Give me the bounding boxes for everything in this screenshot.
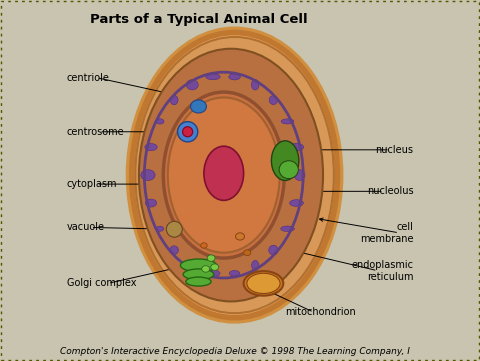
Text: endoplasmic
reticulum: endoplasmic reticulum (351, 260, 413, 282)
Ellipse shape (201, 243, 207, 248)
Text: Parts of a Typical Animal Cell: Parts of a Typical Animal Cell (90, 13, 308, 26)
Ellipse shape (145, 199, 156, 207)
Ellipse shape (289, 143, 304, 151)
Ellipse shape (139, 49, 323, 301)
Ellipse shape (207, 255, 215, 261)
Ellipse shape (183, 269, 214, 280)
Ellipse shape (244, 250, 251, 256)
Ellipse shape (186, 260, 199, 271)
Ellipse shape (204, 146, 244, 200)
Ellipse shape (156, 119, 164, 124)
Text: Golgi complex: Golgi complex (67, 278, 136, 288)
Ellipse shape (186, 277, 211, 286)
Ellipse shape (206, 270, 220, 277)
Text: nucleolus: nucleolus (367, 186, 413, 196)
Ellipse shape (145, 144, 157, 151)
Text: nucleus: nucleus (375, 145, 413, 155)
Ellipse shape (163, 92, 284, 258)
Ellipse shape (180, 259, 216, 271)
Text: cytoplasm: cytoplasm (67, 179, 117, 189)
Ellipse shape (141, 170, 155, 180)
Text: centrosome: centrosome (67, 127, 124, 137)
Ellipse shape (229, 74, 240, 80)
Text: centriole: centriole (67, 73, 109, 83)
Text: vacuole: vacuole (67, 222, 105, 232)
Ellipse shape (130, 31, 339, 319)
Ellipse shape (132, 32, 337, 318)
Ellipse shape (269, 245, 278, 255)
Ellipse shape (156, 226, 164, 231)
Text: Compton's Interactive Encyclopedia Deluxe © 1998 The Learning Company, I: Compton's Interactive Encyclopedia Delux… (60, 347, 409, 356)
Ellipse shape (206, 74, 220, 80)
Ellipse shape (167, 221, 182, 237)
Ellipse shape (294, 170, 305, 180)
Ellipse shape (252, 260, 259, 270)
Ellipse shape (135, 37, 334, 313)
Ellipse shape (281, 119, 294, 124)
Ellipse shape (186, 80, 198, 90)
Text: cell
membrane: cell membrane (360, 222, 413, 244)
Ellipse shape (170, 246, 179, 255)
Ellipse shape (289, 200, 303, 206)
Ellipse shape (269, 96, 277, 105)
Ellipse shape (252, 79, 259, 90)
Ellipse shape (211, 264, 219, 270)
Text: mitochondrion: mitochondrion (285, 307, 356, 317)
Ellipse shape (279, 161, 299, 179)
Ellipse shape (236, 233, 244, 240)
Ellipse shape (247, 273, 280, 293)
Ellipse shape (191, 100, 206, 113)
Ellipse shape (178, 122, 198, 142)
Ellipse shape (271, 141, 299, 180)
Ellipse shape (182, 127, 192, 137)
Ellipse shape (170, 95, 178, 105)
Ellipse shape (168, 97, 280, 253)
Ellipse shape (244, 271, 283, 296)
Ellipse shape (281, 226, 294, 231)
Ellipse shape (202, 266, 210, 272)
Ellipse shape (229, 270, 240, 276)
